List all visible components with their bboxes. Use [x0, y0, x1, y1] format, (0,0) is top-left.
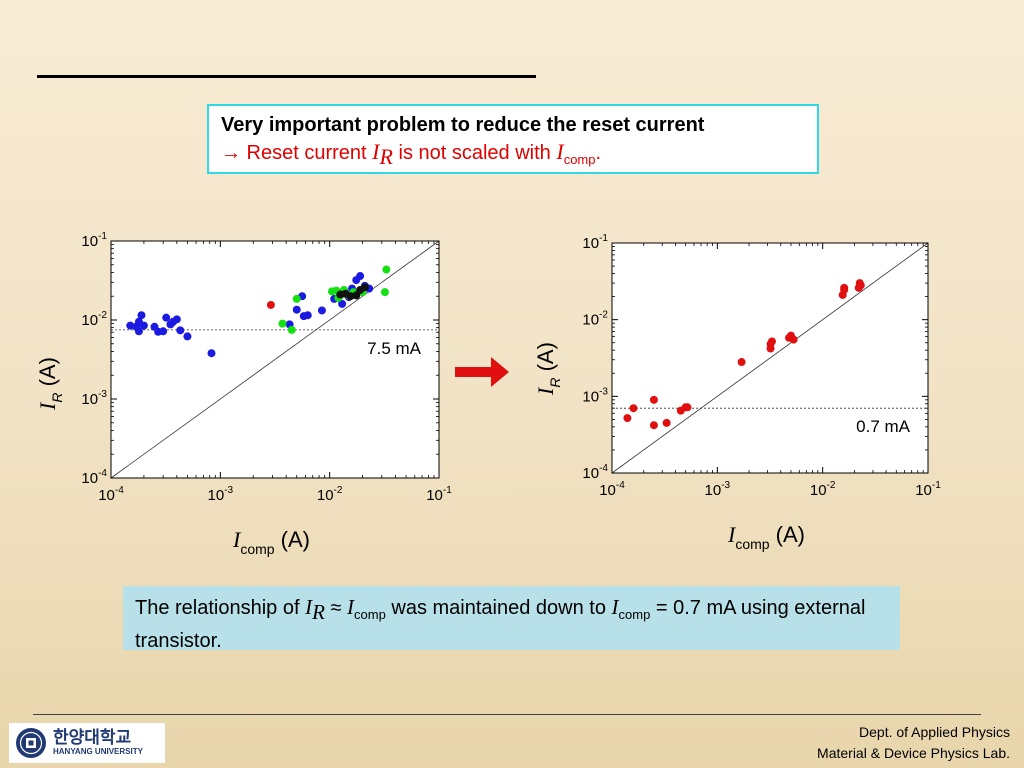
problem-title: Very important problem to reduce the res… — [221, 114, 705, 136]
data-point — [162, 313, 171, 322]
x-tick-label: 10-3 — [705, 480, 731, 499]
y-tick-label: 10-2 — [81, 310, 107, 329]
data-point — [317, 306, 326, 315]
data-point — [303, 311, 312, 320]
icomp-symbol: I — [556, 139, 564, 164]
data-point — [662, 418, 671, 427]
x-tick-label: 10-1 — [915, 480, 941, 499]
dept-line-2: Material & Device Physics Lab. — [817, 745, 1010, 761]
data-point — [172, 315, 181, 324]
data-point — [789, 335, 798, 344]
data-point — [338, 299, 347, 308]
data-point — [292, 305, 301, 314]
data-point — [623, 414, 632, 423]
x-tick-label: 10-2 — [317, 485, 343, 504]
footer-divider — [33, 714, 981, 715]
data-point — [159, 327, 168, 336]
ir-symbol: I — [305, 595, 313, 619]
plot-frame — [611, 242, 929, 474]
x-tick-label: 10-4 — [599, 480, 625, 499]
logo-english-text: HANYANG UNIVERSITY — [53, 747, 143, 756]
dept-line-1: Dept. of Applied Physics — [859, 724, 1010, 740]
y-tick-label: 10-3 — [582, 386, 608, 405]
y-axis-label: IR (A) — [35, 357, 65, 411]
threshold-label: 7.5 mA — [367, 339, 422, 358]
data-point — [287, 325, 296, 334]
x-tick-label: 10-2 — [810, 480, 836, 499]
data-point — [139, 321, 148, 330]
y-tick-label: 10-4 — [582, 463, 608, 482]
data-point — [360, 283, 369, 292]
data-point — [356, 272, 365, 281]
data-point — [207, 349, 216, 358]
university-logo: 한양대학교 HANYANG UNIVERSITY — [9, 723, 165, 763]
right-arrow-icon: → — [221, 142, 241, 164]
y-tick-label: 10-1 — [81, 231, 107, 250]
data-point — [183, 332, 192, 341]
x-axis-label: Icomp (A) — [727, 522, 805, 552]
x-tick-label: 10-3 — [208, 485, 234, 504]
y-tick-label: 10-2 — [582, 310, 608, 329]
x-tick-label: 10-4 — [98, 485, 124, 504]
problem-subtitle: → Reset current IR is not scaled with Ic… — [221, 139, 602, 169]
data-point — [137, 311, 146, 320]
y-tick-label: 10-3 — [81, 389, 107, 408]
data-point — [856, 281, 865, 290]
title-underline — [37, 75, 536, 78]
data-point — [629, 404, 638, 413]
data-point — [292, 294, 301, 303]
data-point — [767, 337, 776, 346]
data-point — [134, 327, 143, 336]
reference-line — [611, 242, 929, 474]
y-tick-label: 10-1 — [582, 233, 608, 252]
data-point — [649, 421, 658, 430]
plot-frame — [110, 240, 440, 479]
threshold-label: 0.7 mA — [856, 417, 911, 436]
data-point — [649, 395, 658, 404]
data-point — [176, 326, 185, 335]
x-tick-label: 10-1 — [426, 485, 452, 504]
right-arrow-icon — [455, 357, 509, 387]
logo-korean-text: 한양대학교 — [53, 728, 132, 747]
university-seal-icon — [16, 728, 46, 758]
x-axis-label: Icomp (A) — [232, 527, 310, 557]
data-point — [737, 358, 746, 367]
icomp-symbol: I — [611, 595, 619, 619]
data-point — [840, 283, 849, 292]
data-point — [382, 265, 391, 274]
summary-callout: The relationship of IR ≈ Icomp was maint… — [123, 586, 900, 652]
y-axis-label: IR (A) — [533, 342, 563, 396]
ir-symbol: I — [372, 139, 380, 164]
y-tick-label: 10-4 — [81, 468, 107, 487]
data-point — [683, 403, 692, 412]
icomp-symbol: I — [347, 595, 355, 619]
data-point — [126, 321, 135, 330]
problem-callout: Very important problem to reduce the res… — [207, 104, 819, 174]
data-point — [380, 288, 389, 297]
data-point — [278, 319, 287, 328]
department-info: Dept. of Applied Physics Material & Devi… — [817, 722, 1010, 764]
data-point — [266, 300, 275, 309]
reference-line — [110, 240, 440, 479]
